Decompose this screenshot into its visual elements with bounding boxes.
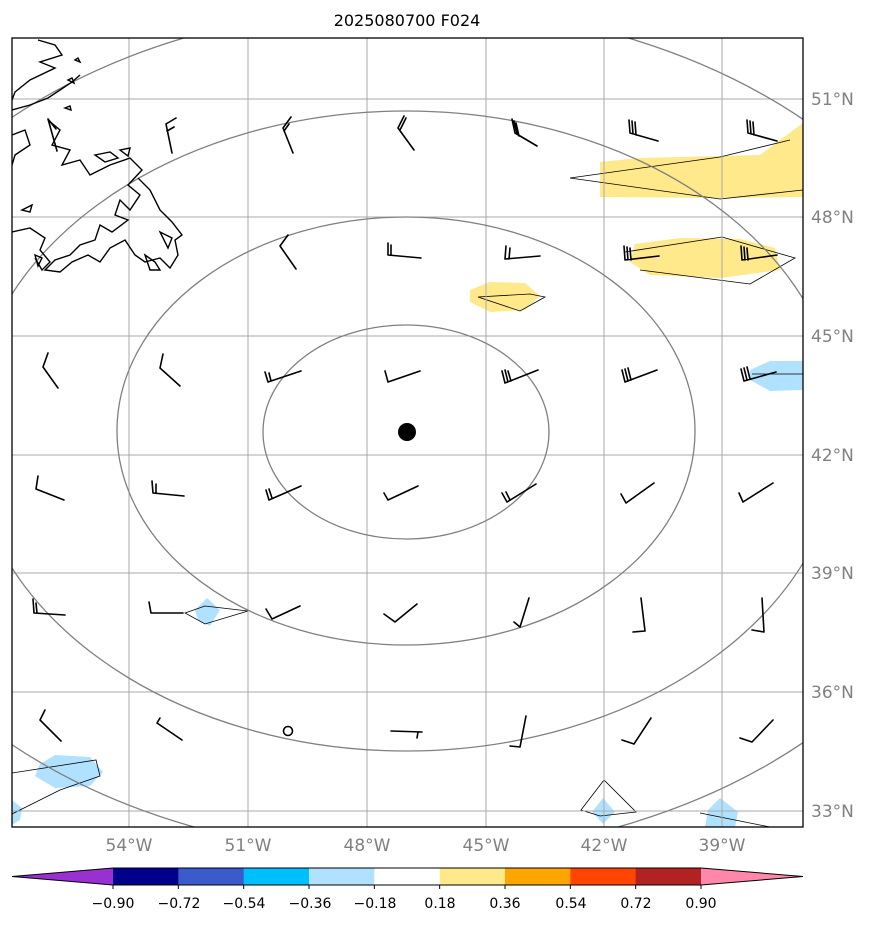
wind-barbs: [32, 115, 778, 748]
colorbar-segment: [309, 868, 375, 885]
graticule: [12, 38, 803, 827]
lon-label-48w: 48°W: [344, 836, 391, 856]
lon-label-42w: 42°W: [581, 836, 628, 856]
lat-label-33n: 33°N: [811, 802, 854, 822]
colorbar-segment: [243, 868, 310, 885]
storm-center-marker: [398, 423, 416, 441]
colorbar-extend-max: [701, 868, 803, 885]
contour-lines: [12, 139, 803, 827]
colorbar-labels: −0.90 −0.72 −0.54 −0.36 −0.18 0.18 0.36 …: [92, 896, 717, 912]
colorbar-segment: [505, 868, 571, 885]
lat-label-36n: 36°N: [811, 683, 854, 703]
lon-label-39w: 39°W: [699, 836, 746, 856]
longitude-labels: 54°W 51°W 48°W 45°W 42°W 39°W: [106, 836, 746, 856]
map-frame: [11, 37, 804, 828]
cb-label-4: −0.18: [354, 896, 397, 912]
colorbar-extend-min: [12, 868, 113, 885]
calm-wind-marker: [282, 725, 294, 737]
map-panel: [12, 38, 803, 827]
colorbar-segment: [178, 868, 245, 885]
lon-label-51w: 51°W: [225, 836, 272, 856]
lat-label-51n: 51°N: [811, 90, 854, 110]
figure-title: 2025080700 F024: [334, 11, 481, 30]
cb-label-9: 0.90: [685, 896, 716, 912]
cb-label-7: 0.54: [555, 896, 586, 912]
colorbar-ticks: [112, 885, 702, 889]
cb-label-0: −0.90: [92, 896, 135, 912]
cb-label-2: −0.54: [223, 896, 266, 912]
cb-label-5: 0.18: [424, 896, 455, 912]
cb-label-8: 0.72: [620, 896, 651, 912]
colorbar-segment: [113, 868, 179, 885]
colorbar: −0.90 −0.72 −0.54 −0.36 −0.18 0.18 0.36 …: [11, 867, 804, 912]
latitude-labels: 51°N 48°N 45°N 42°N 39°N 36°N 33°N: [811, 90, 854, 822]
lat-label-48n: 48°N: [811, 208, 854, 228]
lon-label-54w: 54°W: [106, 836, 153, 856]
colorbar-segment: [570, 868, 637, 885]
lat-label-39n: 39°N: [811, 564, 854, 584]
colorbar-segment: [374, 868, 441, 885]
colorbar-segment: [635, 868, 702, 885]
lat-label-42n: 42°N: [811, 446, 854, 466]
positive-shading: [470, 123, 803, 312]
cb-label-1: −0.72: [158, 896, 201, 912]
colorbar-segments: [11, 867, 804, 886]
coastline: [12, 39, 183, 273]
lon-label-45w: 45°W: [463, 836, 510, 856]
cb-label-6: 0.36: [489, 896, 520, 912]
range-rings: [12, 38, 803, 827]
cb-label-3: −0.36: [289, 896, 332, 912]
lat-label-45n: 45°N: [811, 327, 854, 347]
colorbar-segment: [439, 868, 506, 885]
